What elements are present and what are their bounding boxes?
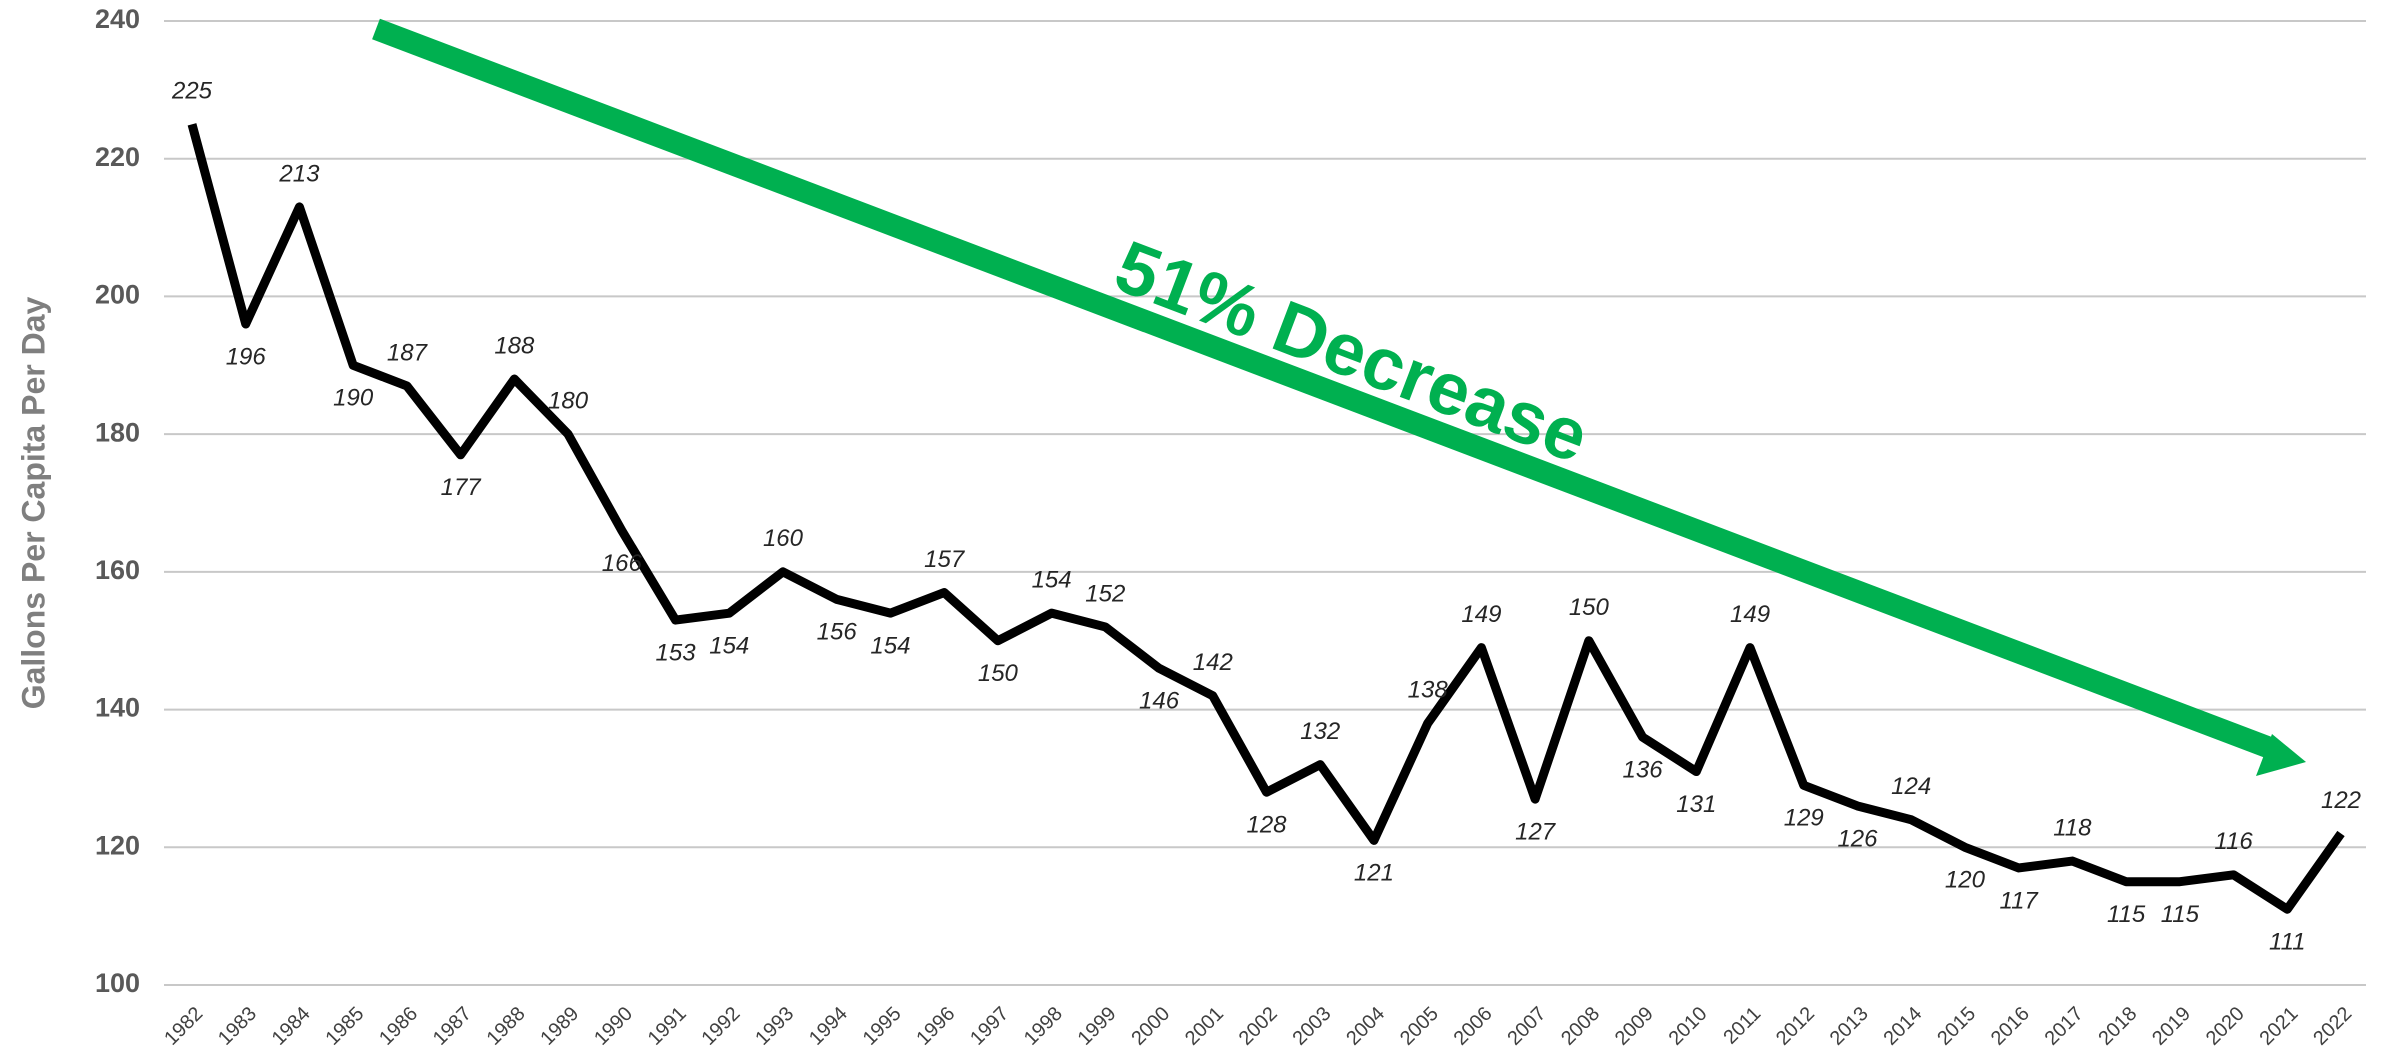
data-label: 124	[1891, 773, 1931, 800]
data-label: 132	[1300, 718, 1340, 745]
x-tick-label: 1997	[966, 1003, 1013, 1050]
data-label: 190	[333, 385, 374, 412]
x-tick-label: 1982	[160, 1003, 207, 1050]
x-tick-label: 1996	[912, 1003, 959, 1050]
y-tick-label: 140	[95, 693, 140, 723]
x-tick-label: 1990	[590, 1003, 637, 1050]
data-label: 166	[602, 550, 643, 577]
x-tick-label: 2022	[2309, 1003, 2356, 1050]
x-tick-label: 2007	[1503, 1003, 1550, 1050]
data-label: 196	[226, 343, 267, 370]
data-label: 225	[171, 78, 213, 105]
data-label: 187	[387, 339, 429, 366]
x-tick-label: 2018	[2094, 1003, 2141, 1050]
y-tick-label: 160	[95, 555, 140, 585]
data-label: 115	[2161, 901, 2200, 928]
data-label: 188	[494, 332, 535, 359]
x-tick-label: 2014	[1879, 1003, 1926, 1050]
y-tick-label: 180	[95, 417, 140, 447]
data-label: 116	[2214, 828, 2253, 855]
y-tick-label: 200	[95, 280, 140, 310]
y-tick-label: 100	[95, 968, 140, 998]
x-tick-label: 2004	[1342, 1003, 1389, 1050]
data-line	[187, 123, 2345, 914]
data-label: 136	[1623, 756, 1664, 783]
x-tick-label: 2015	[1933, 1003, 1980, 1050]
trend-arrow-head	[2256, 734, 2306, 776]
data-label: 149	[1730, 601, 1770, 628]
x-tick-label: 1994	[805, 1003, 852, 1050]
data-label: 160	[763, 525, 804, 552]
data-label: 115	[2107, 901, 2146, 928]
x-tick-label: 2006	[1450, 1003, 1497, 1050]
data-label: 129	[1784, 805, 1824, 832]
data-label: 118	[2053, 814, 2092, 841]
data-label: 127	[1515, 818, 1557, 845]
data-label: 150	[978, 660, 1019, 687]
x-tick-label: 2010	[1665, 1003, 1712, 1050]
data-label: 121	[1354, 860, 1394, 887]
data-label: 213	[278, 160, 320, 187]
x-tick-label: 2001	[1181, 1003, 1228, 1050]
data-label: 150	[1569, 594, 1610, 621]
x-tick-label: 1985	[321, 1003, 368, 1050]
trend-arrow	[372, 18, 2274, 759]
data-label: 154	[1032, 567, 1072, 594]
x-tick-label: 2017	[2041, 1003, 2088, 1050]
x-tick-label: 1992	[697, 1003, 744, 1050]
data-label: 153	[656, 639, 697, 666]
x-tick-label: 2020	[2202, 1003, 2249, 1050]
data-label: 142	[1193, 649, 1233, 676]
x-tick-label: 1983	[214, 1003, 261, 1050]
x-tick-label: 1989	[536, 1003, 583, 1050]
x-tick-label: 1984	[268, 1003, 315, 1050]
data-label: 122	[2321, 787, 2361, 814]
data-label: 177	[441, 474, 483, 501]
x-tick-label: 2016	[1987, 1003, 2034, 1050]
data-label: 131	[1676, 791, 1716, 818]
data-label: 117	[2000, 887, 2040, 914]
x-tick-label: 1993	[751, 1003, 798, 1050]
data-label: 146	[1139, 688, 1180, 715]
data-label: 128	[1246, 812, 1287, 839]
data-label: 154	[870, 633, 910, 660]
x-tick-label: 2008	[1557, 1003, 1604, 1050]
y-tick-label: 240	[95, 4, 140, 34]
data-label: 111	[2269, 929, 2305, 956]
x-tick-label: 1999	[1074, 1003, 1121, 1050]
x-tick-label: 1986	[375, 1003, 422, 1050]
x-tick-label: 2003	[1288, 1003, 1335, 1050]
data-label: 126	[1837, 825, 1878, 852]
x-tick-label: 1988	[483, 1003, 530, 1050]
data-label: 152	[1085, 580, 1125, 607]
data-label: 156	[817, 619, 858, 646]
x-tick-label: 1995	[859, 1003, 906, 1050]
x-tick-label: 2005	[1396, 1003, 1443, 1050]
x-tick-label: 2012	[1772, 1003, 1819, 1050]
data-label: 149	[1461, 601, 1501, 628]
y-axis-label: Gallons Per Capita Per Day	[15, 296, 51, 709]
x-tick-label: 2009	[1611, 1003, 1658, 1050]
y-tick-label: 120	[95, 830, 140, 860]
x-tick-label: 1998	[1020, 1003, 1067, 1050]
x-tick-label: 2000	[1127, 1003, 1174, 1050]
y-tick-label: 220	[95, 142, 140, 172]
data-label: 154	[709, 633, 749, 660]
data-label: 180	[548, 387, 589, 414]
x-tick-label: 2019	[2148, 1003, 2195, 1050]
data-label: 157	[924, 546, 966, 573]
data-label: 120	[1945, 867, 1986, 894]
x-tick-label: 2011	[1719, 1003, 1765, 1049]
x-tick-label: 1991	[644, 1003, 691, 1050]
x-tick-label: 2013	[1826, 1003, 1873, 1050]
x-tick-label: 2021	[2256, 1003, 2303, 1050]
x-tick-label: 1987	[429, 1003, 476, 1050]
annotation: 51% Decrease	[1105, 224, 1600, 478]
data-label: 138	[1408, 677, 1449, 704]
x-tick-label: 2002	[1235, 1003, 1282, 1050]
